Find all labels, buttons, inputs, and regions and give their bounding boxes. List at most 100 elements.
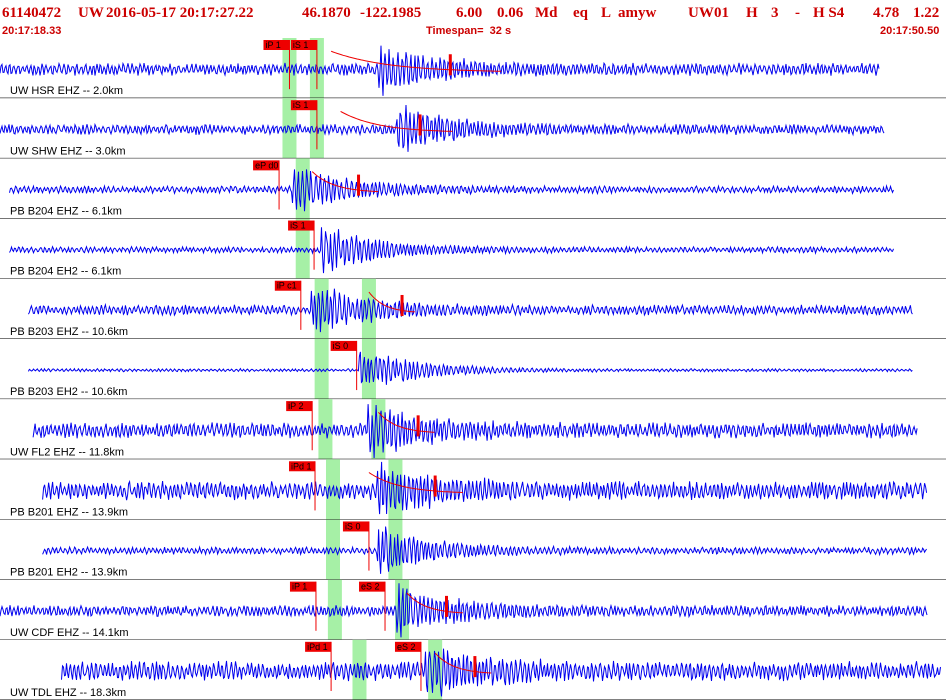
phase-pick-label: eP d0 [255, 160, 278, 170]
event-summary-header: 61140472 UW 2016-05-17 20:17:27.22 46.18… [0, 2, 946, 24]
phase-pick-label: iS 0 [345, 521, 361, 531]
phase-pick-label: iPd 1 [291, 461, 312, 471]
phase-pick-tag[interactable] [342, 521, 369, 532]
timespan-label: Timespan= 32 s [426, 25, 512, 37]
station-channel-label: PB B204 EH2 -- 6.1km [10, 266, 121, 278]
phase-pick-label: iP 2 [288, 401, 303, 411]
station-h: H [746, 5, 758, 21]
station-network: UW [688, 5, 714, 21]
phase-pick-tag[interactable] [286, 401, 313, 412]
coda-curve [330, 50, 502, 72]
event-id[interactable]: 61140472 [2, 5, 62, 21]
station-channel-label: PB B201 EHZ -- 13.9km [10, 506, 128, 518]
waveform-trace [9, 227, 894, 274]
trace-row-background [0, 38, 946, 99]
trace-row[interactable]: iP 2 UW FL2 EHZ -- 11.8km [0, 399, 946, 460]
trace-row-background [0, 459, 946, 520]
phase-pick-tag[interactable] [288, 220, 315, 231]
waveform-trace [61, 648, 941, 697]
pick-window-band [352, 639, 367, 700]
pick-window-band [314, 338, 329, 400]
coda-curve [434, 652, 492, 674]
station-hs: H S4 [813, 5, 845, 21]
trace-row[interactable]: iS 1 PB B204 EH2 -- 6.1km [0, 218, 946, 280]
start-time: 20:17:18.33 [2, 25, 62, 37]
waveform-panel[interactable]: iP 1 iS 1 UW HSR EHZ -- 2.0km iS 1 UW SHW EH… [0, 38, 946, 700]
event-datetime: 2016-05-17 20:17:27.22 [106, 5, 254, 21]
trace-row[interactable]: iS 0 PB B201 EH2 -- 13.9km [0, 519, 946, 581]
phase-pick-tag[interactable] [274, 280, 301, 291]
phase-pick-tag[interactable] [394, 641, 421, 652]
waveform-trace [9, 169, 894, 212]
waveform-trace [0, 583, 928, 638]
pick-window-band [325, 459, 340, 520]
trace-row[interactable]: eP d0 PB B204 EHZ -- 6.1km [0, 158, 946, 220]
trace-row[interactable]: iPd 1 eS 2 UW TDL EHZ -- 18.3km [0, 639, 946, 700]
station-channel-label: UW FL2 EHZ -- 11.8km [10, 446, 124, 458]
event-network: UW [78, 5, 104, 21]
header-value-2: 1.22 [913, 5, 940, 21]
end-time: 20:17:50.50 [880, 25, 940, 37]
coda-curve [340, 110, 453, 132]
phase-pick-tag[interactable] [263, 40, 290, 50]
phase-pick-label: iPd 1 [307, 642, 328, 652]
event-depth: 6.00 [456, 5, 483, 21]
event-latitude: 46.1870 [302, 5, 351, 21]
phase-pick-tag[interactable] [330, 340, 357, 351]
trace-row[interactable]: iP 1 eS 2 UW CDF EHZ -- 14.1km [0, 579, 946, 641]
coda-curve [311, 171, 379, 193]
coda-curve [368, 472, 463, 493]
trace-row[interactable]: iS 1 UW SHW EHZ -- 3.0km [0, 98, 946, 159]
station-dash: - [795, 5, 800, 21]
trace-row-background [0, 639, 946, 700]
waveform-trace [32, 404, 918, 459]
waveform-trace [42, 526, 927, 574]
station-channel-label: UW SHW EHZ -- 3.0km [10, 145, 126, 157]
pick-window-band [388, 459, 403, 520]
trace-row[interactable]: iPd 1 PB B201 EHZ -- 13.9km [0, 459, 946, 520]
phase-pick-label: iS 1 [293, 40, 309, 50]
phase-pick-label: iP c1 [277, 281, 297, 291]
trace-row[interactable]: iP c1 PB B203 EHZ -- 10.6km [0, 278, 946, 340]
station-channel-label: UW HSR EHZ -- 2.0km [10, 85, 123, 97]
coda-curve [368, 291, 415, 313]
station-number: 01 [714, 5, 729, 21]
station-channel-label: PB B201 EH2 -- 13.9km [10, 567, 127, 579]
phase-pick-tag[interactable] [253, 160, 280, 171]
waveform-trace [0, 104, 885, 152]
magnitude-type: Md [535, 5, 558, 21]
phase-pick-tag[interactable] [290, 100, 317, 111]
phase-pick-label: eS 2 [361, 582, 380, 592]
phase-pick-tag[interactable] [289, 461, 316, 472]
pick-window-band [318, 399, 333, 460]
event-longitude: -122.1985 [360, 5, 422, 21]
event-magnitude: 0.06 [497, 5, 524, 21]
phase-pick-tag[interactable] [290, 40, 317, 50]
phase-pick-label: iS 1 [290, 221, 306, 231]
event-author: amyw [618, 5, 657, 21]
phase-pick-tag[interactable] [359, 581, 386, 592]
phase-pick-label: iP 1 [265, 40, 280, 50]
station-channel-label: UW CDF EHZ -- 14.1km [10, 627, 129, 639]
phase-pick-tag[interactable] [289, 581, 316, 592]
header-value-1: 4.78 [873, 5, 900, 21]
trace-row[interactable]: iS 0 PB B203 EH2 -- 10.6km [0, 338, 946, 400]
waveform-trace [27, 288, 913, 333]
event-type: eq [573, 5, 588, 21]
coda-curve [406, 592, 463, 614]
phase-pick-label: iS 0 [333, 341, 349, 351]
waveform-trace [42, 461, 928, 515]
location-flag: L [601, 5, 612, 21]
trace-row[interactable]: iP 1 iS 1 UW HSR EHZ -- 2.0km [0, 38, 946, 99]
pick-window-band [325, 519, 340, 580]
phase-pick-label: iP 1 [292, 582, 307, 592]
station-count: 3 [771, 5, 779, 21]
station-channel-label: PB B204 EHZ -- 6.1km [10, 206, 122, 218]
coda-curve [378, 411, 435, 433]
waveform-trace [27, 351, 913, 385]
phase-pick-label: iS 1 [293, 100, 309, 110]
station-channel-label: PB B203 EHZ -- 10.6km [10, 326, 128, 338]
phase-pick-tag[interactable] [305, 641, 332, 652]
pick-window-band [361, 278, 376, 339]
